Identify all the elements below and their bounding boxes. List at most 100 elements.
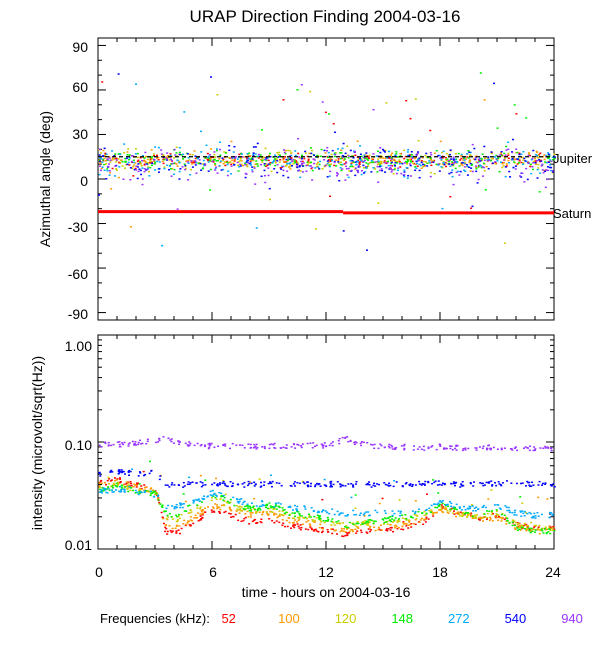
azimuth-point (427, 156, 430, 159)
intensity-point (402, 521, 405, 523)
azimuth-point (307, 158, 310, 161)
intensity-point (337, 520, 340, 522)
intensity-point (372, 484, 375, 487)
azimuth-point (98, 159, 101, 162)
azimuth-point (136, 177, 139, 180)
azimuth-point (293, 160, 296, 162)
intensity-point (189, 442, 192, 445)
intensity-point (470, 512, 473, 514)
azimuth-point (471, 205, 474, 208)
intensity-point (137, 482, 140, 485)
azimuth-point (512, 166, 515, 169)
intensity-point (237, 502, 240, 504)
azimuth-point (496, 160, 499, 162)
intensity-point (268, 502, 271, 504)
azimuth-point (532, 149, 535, 152)
intensity-point (373, 447, 376, 450)
intensity-point (293, 481, 296, 483)
intensity-point (157, 494, 160, 497)
azimuth-point (184, 168, 187, 171)
azimuth-point (248, 162, 251, 165)
azimuth-point (135, 83, 138, 85)
intensity-point (195, 498, 198, 501)
intensity-point (195, 482, 198, 484)
intensity-point (151, 489, 154, 492)
azimuth-point (99, 157, 102, 160)
intensity-point (511, 521, 514, 523)
azimuth-point (378, 169, 381, 172)
azimuth-point (542, 171, 545, 174)
intensity-point (452, 512, 455, 514)
azimuth-point (480, 159, 483, 162)
intensity-point (401, 485, 404, 488)
intensity-point (450, 445, 453, 447)
intensity-point (288, 514, 291, 516)
azimuth-point (486, 160, 489, 162)
intensity-point (346, 532, 349, 535)
intensity-point (175, 514, 178, 517)
azimuth-point (366, 155, 369, 157)
intensity-point (495, 516, 498, 519)
azimuth-point (340, 156, 343, 158)
azimuth-point (457, 170, 460, 173)
intensity-point (250, 502, 253, 504)
intensity-point (497, 481, 500, 483)
intensity-point (521, 482, 524, 484)
intensity-point (505, 516, 508, 519)
intensity-point (161, 506, 164, 509)
intensity-point (101, 492, 104, 494)
azimuth-point (349, 149, 352, 152)
intensity-point (430, 504, 433, 507)
azimuth-point (108, 157, 111, 159)
intensity-point (116, 484, 119, 486)
intensity-point (359, 523, 362, 526)
intensity-point (352, 522, 355, 525)
intensity-point (268, 518, 271, 520)
intensity-point (153, 496, 156, 498)
azimuth-point (372, 153, 375, 155)
azimuth-point (146, 168, 149, 171)
intensity-point (366, 482, 369, 485)
intensity-point (425, 513, 428, 516)
intensity-point (296, 481, 299, 484)
azimuth-point (211, 160, 214, 163)
azimuth-point (536, 168, 539, 171)
intensity-point (499, 484, 502, 486)
intensity-point (453, 510, 456, 512)
intensity-tick-label: 1.00 (65, 338, 92, 354)
azimuth-point (417, 151, 420, 153)
intensity-point (309, 485, 312, 488)
intensity-point (410, 516, 413, 518)
azimuth-point (491, 162, 494, 164)
intensity-point (513, 447, 516, 449)
azimuth-point (323, 165, 326, 168)
intensity-point (100, 489, 103, 491)
intensity-point (384, 512, 387, 514)
intensity-point (510, 447, 513, 450)
intensity-point (529, 445, 532, 447)
intensity-point (408, 521, 411, 523)
intensity-point (178, 443, 181, 446)
intensity-point (468, 512, 471, 515)
azimuth-point (205, 144, 208, 147)
intensity-point (298, 482, 301, 485)
intensity-point (511, 511, 514, 514)
intensity-point (466, 516, 469, 518)
azimuth-point (263, 164, 266, 167)
azimuth-point (199, 130, 202, 133)
azimuth-point (306, 161, 309, 164)
intensity-point (260, 518, 263, 520)
intensity-point (367, 524, 370, 526)
azimuth-point (333, 161, 336, 164)
azimuth-point (136, 152, 139, 155)
intensity-point (418, 521, 421, 524)
azimuth-point (336, 173, 339, 175)
intensity-point (391, 515, 394, 518)
intensity-point (532, 515, 535, 518)
azimuth-point (483, 159, 486, 162)
intensity-point (303, 517, 306, 519)
intensity-point (553, 528, 556, 531)
azimuth-point (345, 162, 348, 164)
azimuth-point (360, 159, 363, 162)
azimuth-point (368, 154, 371, 157)
